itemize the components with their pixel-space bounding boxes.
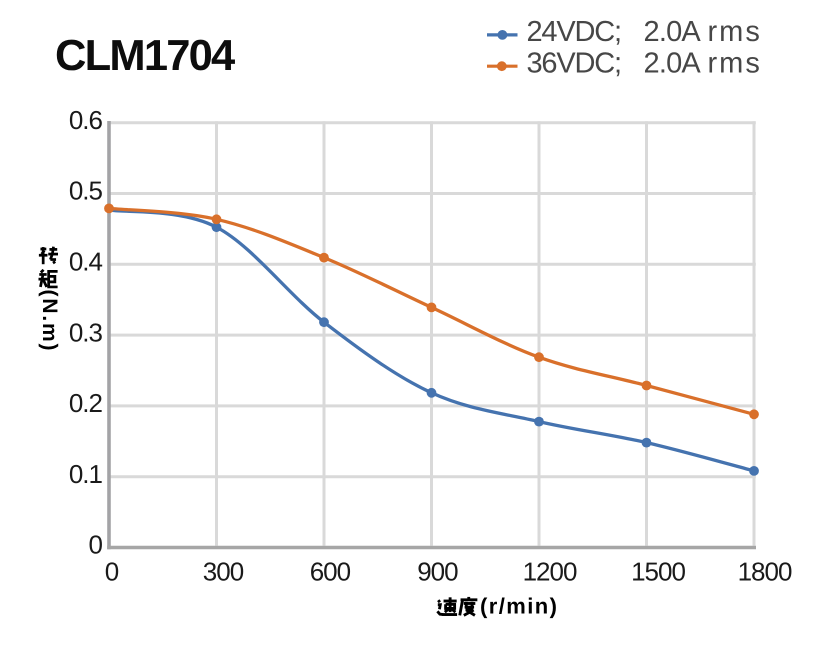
svg-text:1500: 1500 bbox=[631, 557, 685, 587]
svg-text:0.6: 0.6 bbox=[69, 105, 103, 135]
svg-text:1800: 1800 bbox=[738, 557, 792, 587]
svg-text:300: 300 bbox=[203, 557, 244, 587]
svg-text:0.5: 0.5 bbox=[69, 176, 103, 206]
svg-text:900: 900 bbox=[417, 557, 458, 587]
svg-text:(r/min): (r/min) bbox=[480, 594, 557, 619]
svg-text:0.1: 0.1 bbox=[69, 459, 103, 489]
svg-text:0.2: 0.2 bbox=[69, 388, 103, 418]
svg-text:0: 0 bbox=[105, 557, 119, 587]
svg-text:0.4: 0.4 bbox=[69, 247, 103, 277]
svg-text:CLM1704: CLM1704 bbox=[55, 32, 235, 80]
svg-text:(N.m): (N.m) bbox=[38, 290, 61, 351]
svg-text:1200: 1200 bbox=[523, 557, 577, 587]
svg-text:0.3: 0.3 bbox=[69, 317, 103, 347]
svg-text:0: 0 bbox=[89, 530, 103, 560]
svg-text:600: 600 bbox=[310, 557, 351, 587]
